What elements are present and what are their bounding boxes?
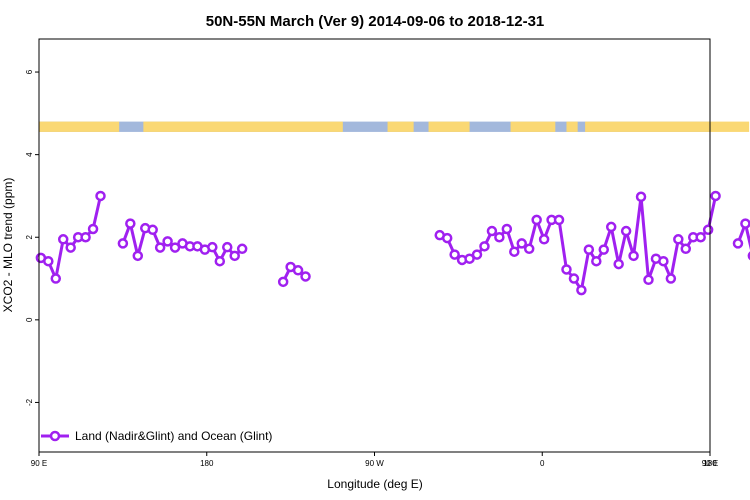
data-point-53	[605, 221, 617, 233]
data-point-68	[732, 238, 744, 249]
series-group	[35, 190, 750, 296]
data-point-21	[207, 241, 218, 253]
legend-label: Land (Nadir&Glint) and Ocean (Glint)	[75, 429, 272, 443]
y-tick-label-0: -2	[25, 398, 34, 406]
land-ocean-strip	[39, 121, 750, 132]
data-point-35	[471, 249, 483, 260]
data-point-32	[449, 249, 460, 260]
data-point-9	[117, 238, 129, 249]
data-point-40	[509, 246, 520, 257]
data-point-61	[665, 273, 677, 284]
data-point-66	[702, 224, 714, 236]
data-point-55	[620, 225, 632, 237]
land-segment-2	[387, 121, 414, 132]
data-point-52	[598, 244, 610, 255]
y-tick-label-4: 6	[25, 69, 34, 74]
data-point-6	[80, 231, 91, 243]
data-point-31	[441, 232, 453, 244]
legend-marker	[49, 430, 61, 442]
data-point-16	[169, 242, 181, 253]
data-point-47	[561, 264, 572, 275]
data-point-28	[292, 265, 304, 276]
data-point-41	[516, 238, 527, 249]
land-segment-0	[39, 121, 120, 132]
land-segment-6	[585, 121, 750, 132]
chart-title: 50N-55N March (Ver 9) 2014-09-06 to 2018…	[206, 13, 545, 30]
data-point-63	[680, 243, 692, 255]
data-point-50	[583, 244, 595, 255]
data-point-2	[50, 273, 62, 284]
data-point-67	[710, 190, 721, 202]
land-segment-1	[143, 121, 343, 132]
data-point-51	[591, 255, 602, 267]
land-segment-5	[566, 121, 578, 132]
data-point-34	[464, 253, 475, 264]
land-segment-4	[510, 121, 556, 132]
data-point-48	[568, 273, 580, 284]
data-point-37	[486, 225, 498, 237]
data-point-11	[132, 250, 144, 262]
data-point-60	[658, 255, 669, 267]
data-point-26	[277, 276, 289, 288]
data-point-65	[695, 231, 706, 243]
data-point-39	[501, 223, 513, 235]
data-point-38	[494, 231, 505, 243]
data-point-7	[87, 223, 99, 235]
data-point-29	[300, 271, 311, 282]
data-point-69	[740, 218, 750, 229]
x-tick-label-1: 180	[200, 459, 214, 468]
data-point-13	[147, 224, 158, 236]
data-point-57	[635, 191, 647, 203]
data-point-56	[628, 250, 639, 262]
data-point-43	[531, 214, 542, 226]
data-point-15	[162, 236, 173, 247]
y-axis-ticks: -2 0 2 4 6	[25, 69, 39, 406]
data-point-44	[538, 234, 550, 245]
data-point-58	[643, 274, 654, 286]
data-point-46	[553, 214, 565, 226]
ocean-band	[39, 121, 710, 132]
data-point-25	[236, 243, 248, 255]
y-tick-label-2: 2	[25, 234, 34, 239]
x-tick-label-5: 180	[703, 459, 717, 468]
x-tick-label-0: 90 E	[31, 459, 47, 468]
data-point-4	[65, 242, 76, 253]
x-tick-label-4: 90 E	[702, 459, 718, 468]
data-point-54	[613, 258, 624, 270]
data-point-36	[479, 241, 490, 252]
x-axis-label: Longitude (deg E)	[327, 477, 422, 491]
y-axis-label: XCO2 - MLO trend (ppm)	[1, 178, 15, 313]
x-tick-label-3: 0	[540, 459, 545, 468]
data-point-62	[673, 234, 684, 245]
data-point-10	[125, 218, 136, 229]
x-tick-label-2: 90 W	[365, 459, 384, 468]
data-point-3	[57, 234, 69, 245]
y-tick-label-1: 0	[25, 317, 34, 322]
data-point-49	[576, 284, 587, 296]
y-tick-label-3: 4	[25, 152, 34, 157]
legend: Land (Nadir&Glint) and Ocean (Glint)	[41, 429, 272, 443]
data-point-23	[222, 241, 233, 253]
plot-frame	[38, 38, 711, 453]
data-point-24	[229, 250, 240, 262]
data-point-22	[214, 255, 226, 267]
data-point-42	[523, 243, 535, 255]
data-point-14	[154, 242, 166, 253]
land-segment-3	[428, 121, 470, 132]
data-point-8	[95, 190, 106, 202]
data-point-1	[43, 255, 54, 267]
